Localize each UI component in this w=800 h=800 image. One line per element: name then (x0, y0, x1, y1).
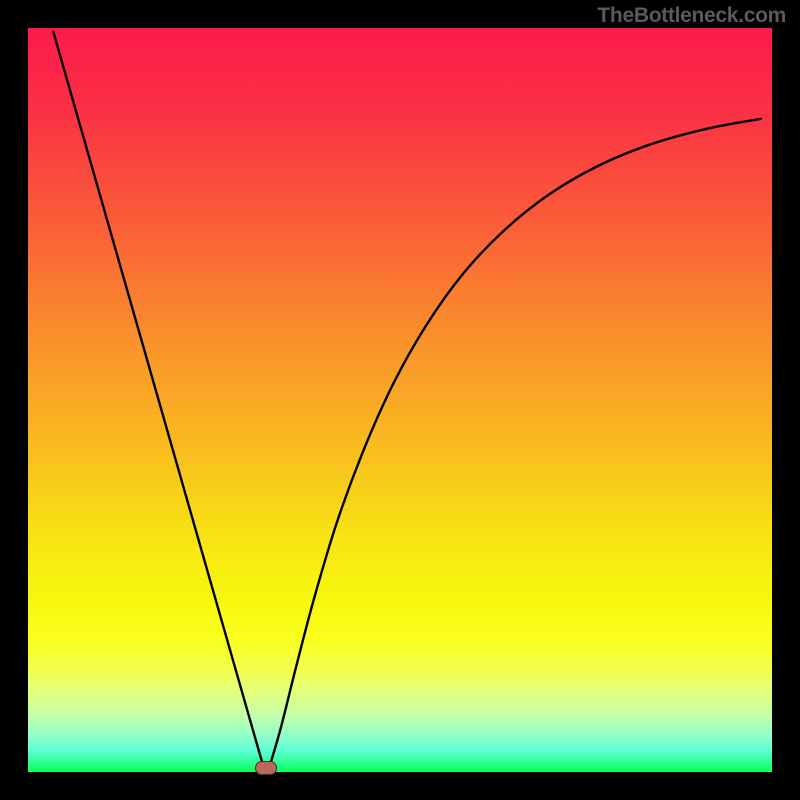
bottleneck-curve-chart (28, 28, 772, 772)
minimum-point-marker (255, 761, 277, 775)
curve-line (53, 32, 761, 769)
watermark-text: TheBottleneck.com (597, 4, 786, 28)
